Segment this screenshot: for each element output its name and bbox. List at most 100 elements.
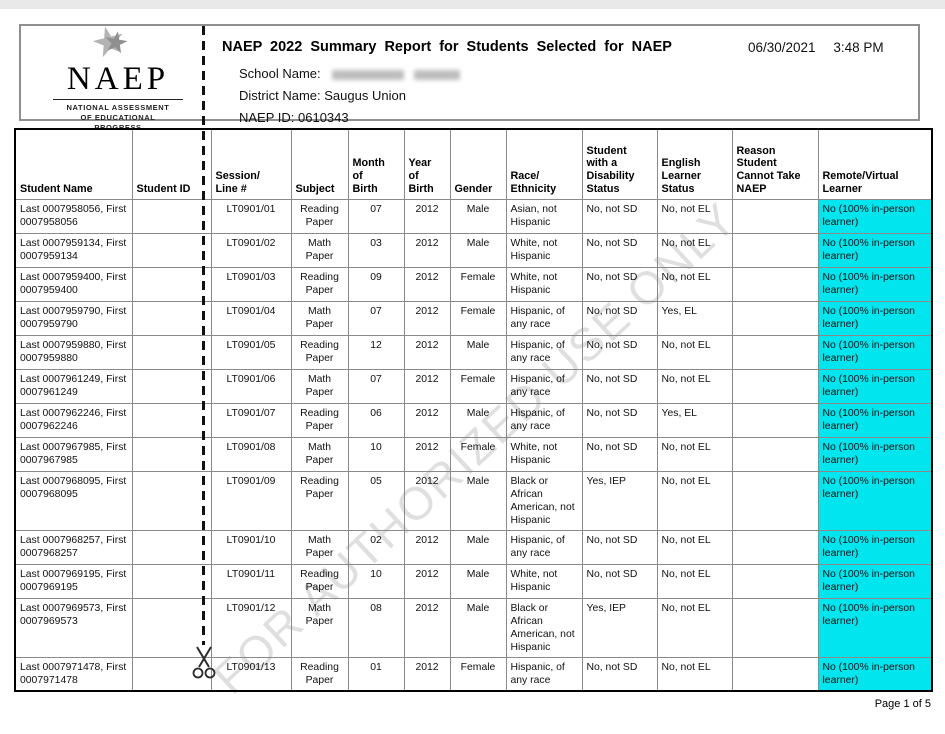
cell-student_id — [131, 402, 212, 438]
table-row: Last 0007969573, First 0007969573 LT0901/… — [14, 597, 933, 658]
cell-birth_month: 01 — [347, 656, 405, 692]
col-header-reason: Reason Student Cannot Take NAEP — [731, 128, 819, 200]
report-datetime: 06/30/2021 3:48 PM — [748, 40, 884, 55]
cell-race: Hispanic, of any race — [505, 529, 583, 565]
cell-el_status: No, not EL — [656, 597, 733, 658]
table-row: Last 0007971478, First 0007971478 LT0901/… — [14, 656, 933, 692]
cell-session_line: LT0901/04 — [210, 300, 292, 336]
cell-reason — [731, 368, 819, 404]
cell-student_name: Last 0007967985, First 0007967985 — [14, 436, 133, 472]
cell-birth_month: 10 — [347, 436, 405, 472]
page-number: Page 1 of 5 — [874, 698, 931, 710]
cell-birth_year: 2012 — [403, 470, 451, 531]
cell-subject: Math Paper — [290, 232, 349, 268]
cell-el_status: No, not EL — [656, 368, 733, 404]
cell-reason — [731, 470, 819, 531]
cell-student_id — [131, 232, 212, 268]
cell-student_id — [131, 300, 212, 336]
col-header-gender: Gender — [449, 128, 507, 200]
cell-student_name: Last 0007969573, First 0007969573 — [14, 597, 133, 658]
cell-birth_month: 03 — [347, 232, 405, 268]
report-header: ★ ★ NAEP NATIONAL ASSESSMENT OF EDUCATIO… — [19, 16, 920, 132]
cell-reason — [731, 198, 819, 234]
cell-session_line: LT0901/01 — [210, 198, 292, 234]
cell-student_name: Last 0007962246, First 0007962246 — [14, 402, 133, 438]
col-header-session_line: Session/ Line # — [210, 128, 292, 200]
cell-race: Hispanic, of any race — [505, 656, 583, 692]
cell-gender: Female — [449, 300, 507, 336]
cell-birth_month: 09 — [347, 266, 405, 302]
cell-birth_month: 02 — [347, 529, 405, 565]
district-name-value: Saugus Union — [324, 88, 406, 103]
cell-el_status: Yes, EL — [656, 402, 733, 438]
cell-remote: No (100% in-person learner) — [817, 597, 933, 658]
cell-subject: Reading Paper — [290, 402, 349, 438]
cell-student_name: Last 0007968257, First 0007968257 — [14, 529, 133, 565]
school-name-line: School Name: — [239, 66, 460, 81]
cell-birth_year: 2012 — [403, 266, 451, 302]
table-row: Last 0007959400, First 0007959400 LT0901/… — [14, 266, 933, 302]
cell-session_line: LT0901/10 — [210, 529, 292, 565]
cell-el_status: No, not EL — [656, 529, 733, 565]
cell-reason — [731, 597, 819, 658]
table-row: Last 0007959790, First 0007959790 LT0901/… — [14, 300, 933, 336]
cell-remote: No (100% in-person learner) — [817, 300, 933, 336]
cell-el_status: Yes, EL — [656, 300, 733, 336]
cell-reason — [731, 266, 819, 302]
cell-reason — [731, 300, 819, 336]
student-summary-table: Student Name Student ID Session/ Line # Sub… — [14, 128, 933, 692]
cell-sd_status: Yes, IEP — [581, 470, 658, 531]
viewer-top-strip — [0, 0, 945, 9]
report-time: 3:48 PM — [833, 40, 884, 55]
cell-birth_month: 08 — [347, 597, 405, 658]
cell-student_name: Last 0007959400, First 0007959400 — [14, 266, 133, 302]
cell-subject: Math Paper — [290, 529, 349, 565]
cell-session_line: LT0901/11 — [210, 563, 292, 599]
cell-birth_year: 2012 — [403, 436, 451, 472]
table-row: Last 0007969195, First 0007969195 LT0901/… — [14, 563, 933, 599]
cell-el_status: No, not EL — [656, 470, 733, 531]
col-header-el_status: English Learner Status — [656, 128, 733, 200]
cell-student_id — [131, 334, 212, 370]
cell-student_id — [131, 470, 212, 531]
cell-race: White, not Hispanic — [505, 436, 583, 472]
table-row: Last 0007967985, First 0007967985 LT0901/… — [14, 436, 933, 472]
cell-el_status: No, not EL — [656, 656, 733, 692]
cell-birth_year: 2012 — [403, 656, 451, 692]
cell-remote: No (100% in-person learner) — [817, 529, 933, 565]
cell-race: White, not Hispanic — [505, 232, 583, 268]
cell-student_id — [131, 436, 212, 472]
cell-subject: Math Paper — [290, 368, 349, 404]
cell-race: Hispanic, of any race — [505, 368, 583, 404]
cell-reason — [731, 563, 819, 599]
cell-gender: Female — [449, 656, 507, 692]
col-header-birth_month: Month of Birth — [347, 128, 405, 200]
cell-gender: Male — [449, 470, 507, 531]
cell-sd_status: No, not SD — [581, 656, 658, 692]
logo-subline-3: PROGRESS — [94, 123, 142, 133]
cell-session_line: LT0901/05 — [210, 334, 292, 370]
cell-student_id — [131, 368, 212, 404]
cell-session_line: LT0901/02 — [210, 232, 292, 268]
cell-birth_year: 2012 — [403, 198, 451, 234]
cell-reason — [731, 529, 819, 565]
cell-gender: Male — [449, 232, 507, 268]
cell-race: Black or African American, not Hispanic — [505, 470, 583, 531]
cell-gender: Female — [449, 266, 507, 302]
cell-subject: Reading Paper — [290, 656, 349, 692]
cell-reason — [731, 402, 819, 438]
cell-reason — [731, 656, 819, 692]
cell-student_id — [131, 529, 212, 565]
cell-sd_status: No, not SD — [581, 436, 658, 472]
cell-sd_status: No, not SD — [581, 529, 658, 565]
cell-birth_year: 2012 — [403, 597, 451, 658]
cell-reason — [731, 334, 819, 370]
cell-subject: Reading Paper — [290, 334, 349, 370]
school-name-redacted — [413, 69, 460, 80]
cell-el_status: No, not EL — [656, 563, 733, 599]
cell-gender: Male — [449, 198, 507, 234]
table-row: Last 0007959880, First 0007959880 LT0901/… — [14, 334, 933, 370]
col-header-remote: Remote/Virtual Learner — [817, 128, 933, 200]
cell-birth_year: 2012 — [403, 563, 451, 599]
cell-reason — [731, 436, 819, 472]
